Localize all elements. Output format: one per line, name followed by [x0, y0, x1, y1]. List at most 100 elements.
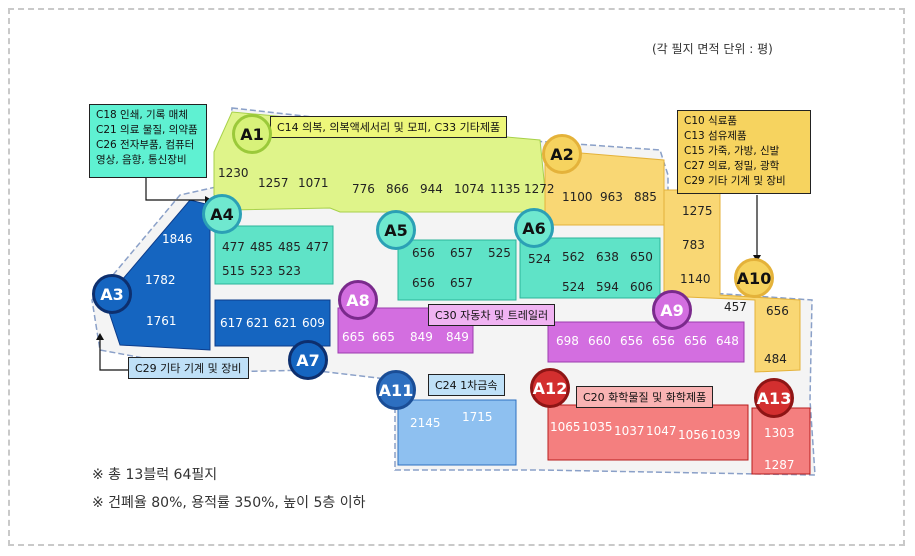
a4-zone-line: C21 의료 물질, 의약품 — [96, 124, 198, 136]
a11-zone-tag: C24 1차금속 — [428, 374, 505, 396]
lot-area: 525 — [488, 246, 511, 260]
lot-area: 477 — [306, 240, 329, 254]
lot-area: 621 — [246, 316, 269, 330]
lot-area: 1275 — [682, 204, 713, 218]
block-a5-marker[interactable]: A5 — [376, 210, 416, 250]
a10-zone-line: C13 섬유제품 — [684, 130, 747, 142]
lot-area: 594 — [596, 280, 619, 294]
lot-area: 944 — [420, 182, 443, 196]
lot-area: 523 — [278, 264, 301, 278]
lot-area: 650 — [630, 250, 653, 264]
lot-area: 1257 — [258, 176, 289, 190]
lot-area: 1047 — [646, 424, 677, 438]
footer-note-rules: ※ 건폐율 80%, 용적률 350%, 높이 5층 이하 — [92, 495, 366, 511]
block-a4-shape — [214, 225, 334, 285]
block-a4-marker[interactable]: A4 — [202, 194, 242, 234]
a4-zone-line: C26 전자부품, 컴퓨터 — [96, 139, 195, 151]
footer-note-blocks: ※ 총 13블럭 64필지 — [92, 467, 218, 483]
lot-area: 515 — [222, 264, 245, 278]
lot-area: 1287 — [764, 458, 795, 472]
block-a13-shape — [751, 407, 811, 475]
block-a12-marker[interactable]: A12 — [530, 368, 570, 408]
block-a7-marker[interactable]: A7 — [288, 340, 328, 380]
lot-area: 656 — [620, 334, 643, 348]
a10-zone-line: C27 의료, 정밀, 광학 — [684, 160, 780, 172]
lot-area: 1140 — [680, 272, 711, 286]
a10-zone-box: C10 식료품 C13 섬유제품 C15 가죽, 가방, 신발 C27 의료, … — [677, 110, 811, 194]
lot-area: 1037 — [614, 424, 645, 438]
lot-area: 1065 — [550, 420, 581, 434]
lot-area: 524 — [562, 280, 585, 294]
a4-zone-box: C18 인쇄, 기록 매체 C21 의료 물질, 의약품 C26 전자부품, 컴… — [89, 104, 207, 178]
block-a9-marker[interactable]: A9 — [652, 290, 692, 330]
lot-area: 648 — [716, 334, 739, 348]
a4-leader-line — [145, 178, 205, 201]
block-a6-shape — [519, 237, 661, 299]
lot-area: 1035 — [582, 420, 613, 434]
lot-area: 621 — [274, 316, 297, 330]
lot-area: 1056 — [678, 428, 709, 442]
lot-area: 698 — [556, 334, 579, 348]
lot-area: 1230 — [218, 166, 249, 180]
lot-area: 562 — [562, 250, 585, 264]
block-a10-shape — [663, 189, 801, 373]
lot-area: 783 — [682, 238, 705, 252]
lot-area: 656 — [684, 334, 707, 348]
area-unit-note: (각 필지 면적 단위 : 평) — [652, 42, 773, 56]
lot-area: 656 — [412, 246, 435, 260]
lot-area: 849 — [446, 330, 469, 344]
block-a9-shape — [547, 321, 745, 363]
a12-zone-tag: C20 화학물질 및 화학제품 — [576, 386, 714, 408]
lot-area: 656 — [766, 304, 789, 318]
lot-area: 1846 — [162, 232, 193, 246]
block-a8-marker[interactable]: A8 — [338, 280, 378, 320]
block-a11-marker[interactable]: A11 — [376, 370, 416, 410]
a10-zone-line: C29 기타 기계 및 장비 — [684, 175, 786, 187]
lot-area: 484 — [764, 352, 787, 366]
lot-area: 885 — [634, 190, 657, 204]
a8-zone-tag: C30 자동차 및 트레일러 — [428, 304, 556, 326]
lot-area: 1715 — [462, 410, 493, 424]
a3-leader-line — [99, 340, 130, 371]
lot-area: 609 — [302, 316, 325, 330]
block-a6-marker[interactable]: A6 — [514, 208, 554, 248]
a4-zone-line: C18 인쇄, 기록 매체 — [96, 109, 189, 121]
lot-area: 1100 — [562, 190, 593, 204]
lot-area: 866 — [386, 182, 409, 196]
a3-leader-arrowhead — [96, 333, 104, 340]
block-a7-shape — [214, 299, 331, 347]
a1-zone-tag: C14 의복, 의복액세서리 및 모피, C33 기타제품 — [270, 116, 508, 138]
lot-area: 523 — [250, 264, 273, 278]
lot-area: 1071 — [298, 176, 329, 190]
block-a2-marker[interactable]: A2 — [542, 134, 582, 174]
lot-area: 485 — [278, 240, 301, 254]
lot-area: 657 — [450, 246, 473, 260]
lot-area: 776 — [352, 182, 375, 196]
lot-area: 665 — [372, 330, 395, 344]
lot-area: 2145 — [410, 416, 441, 430]
block-a1-marker[interactable]: A1 — [232, 114, 272, 154]
lot-area: 1761 — [146, 314, 177, 328]
block-a11-shape — [397, 399, 517, 466]
block-a3-marker[interactable]: A3 — [92, 274, 132, 314]
lot-area: 656 — [652, 334, 675, 348]
dashed-frame — [8, 8, 905, 546]
block-a5-shape — [397, 239, 517, 301]
lot-area: 1782 — [145, 273, 176, 287]
lot-area: 660 — [588, 334, 611, 348]
block-a3-shape — [104, 199, 211, 351]
lot-area: 457 — [724, 300, 747, 314]
lot-area: 638 — [596, 250, 619, 264]
block-a13-marker[interactable]: A13 — [754, 378, 794, 418]
a4-zone-line: 영상, 음향, 통신장비 — [96, 154, 187, 166]
lot-area: 1039 — [710, 428, 741, 442]
a10-zone-line: C10 식료품 — [684, 115, 738, 127]
block-a10-marker[interactable]: A10 — [734, 258, 774, 298]
lot-area: 849 — [410, 330, 433, 344]
lot-area: 1303 — [764, 426, 795, 440]
lot-area: 1135 — [490, 182, 521, 196]
lot-area: 656 — [412, 276, 435, 290]
lot-area: 606 — [630, 280, 653, 294]
lot-area: 665 — [342, 330, 365, 344]
